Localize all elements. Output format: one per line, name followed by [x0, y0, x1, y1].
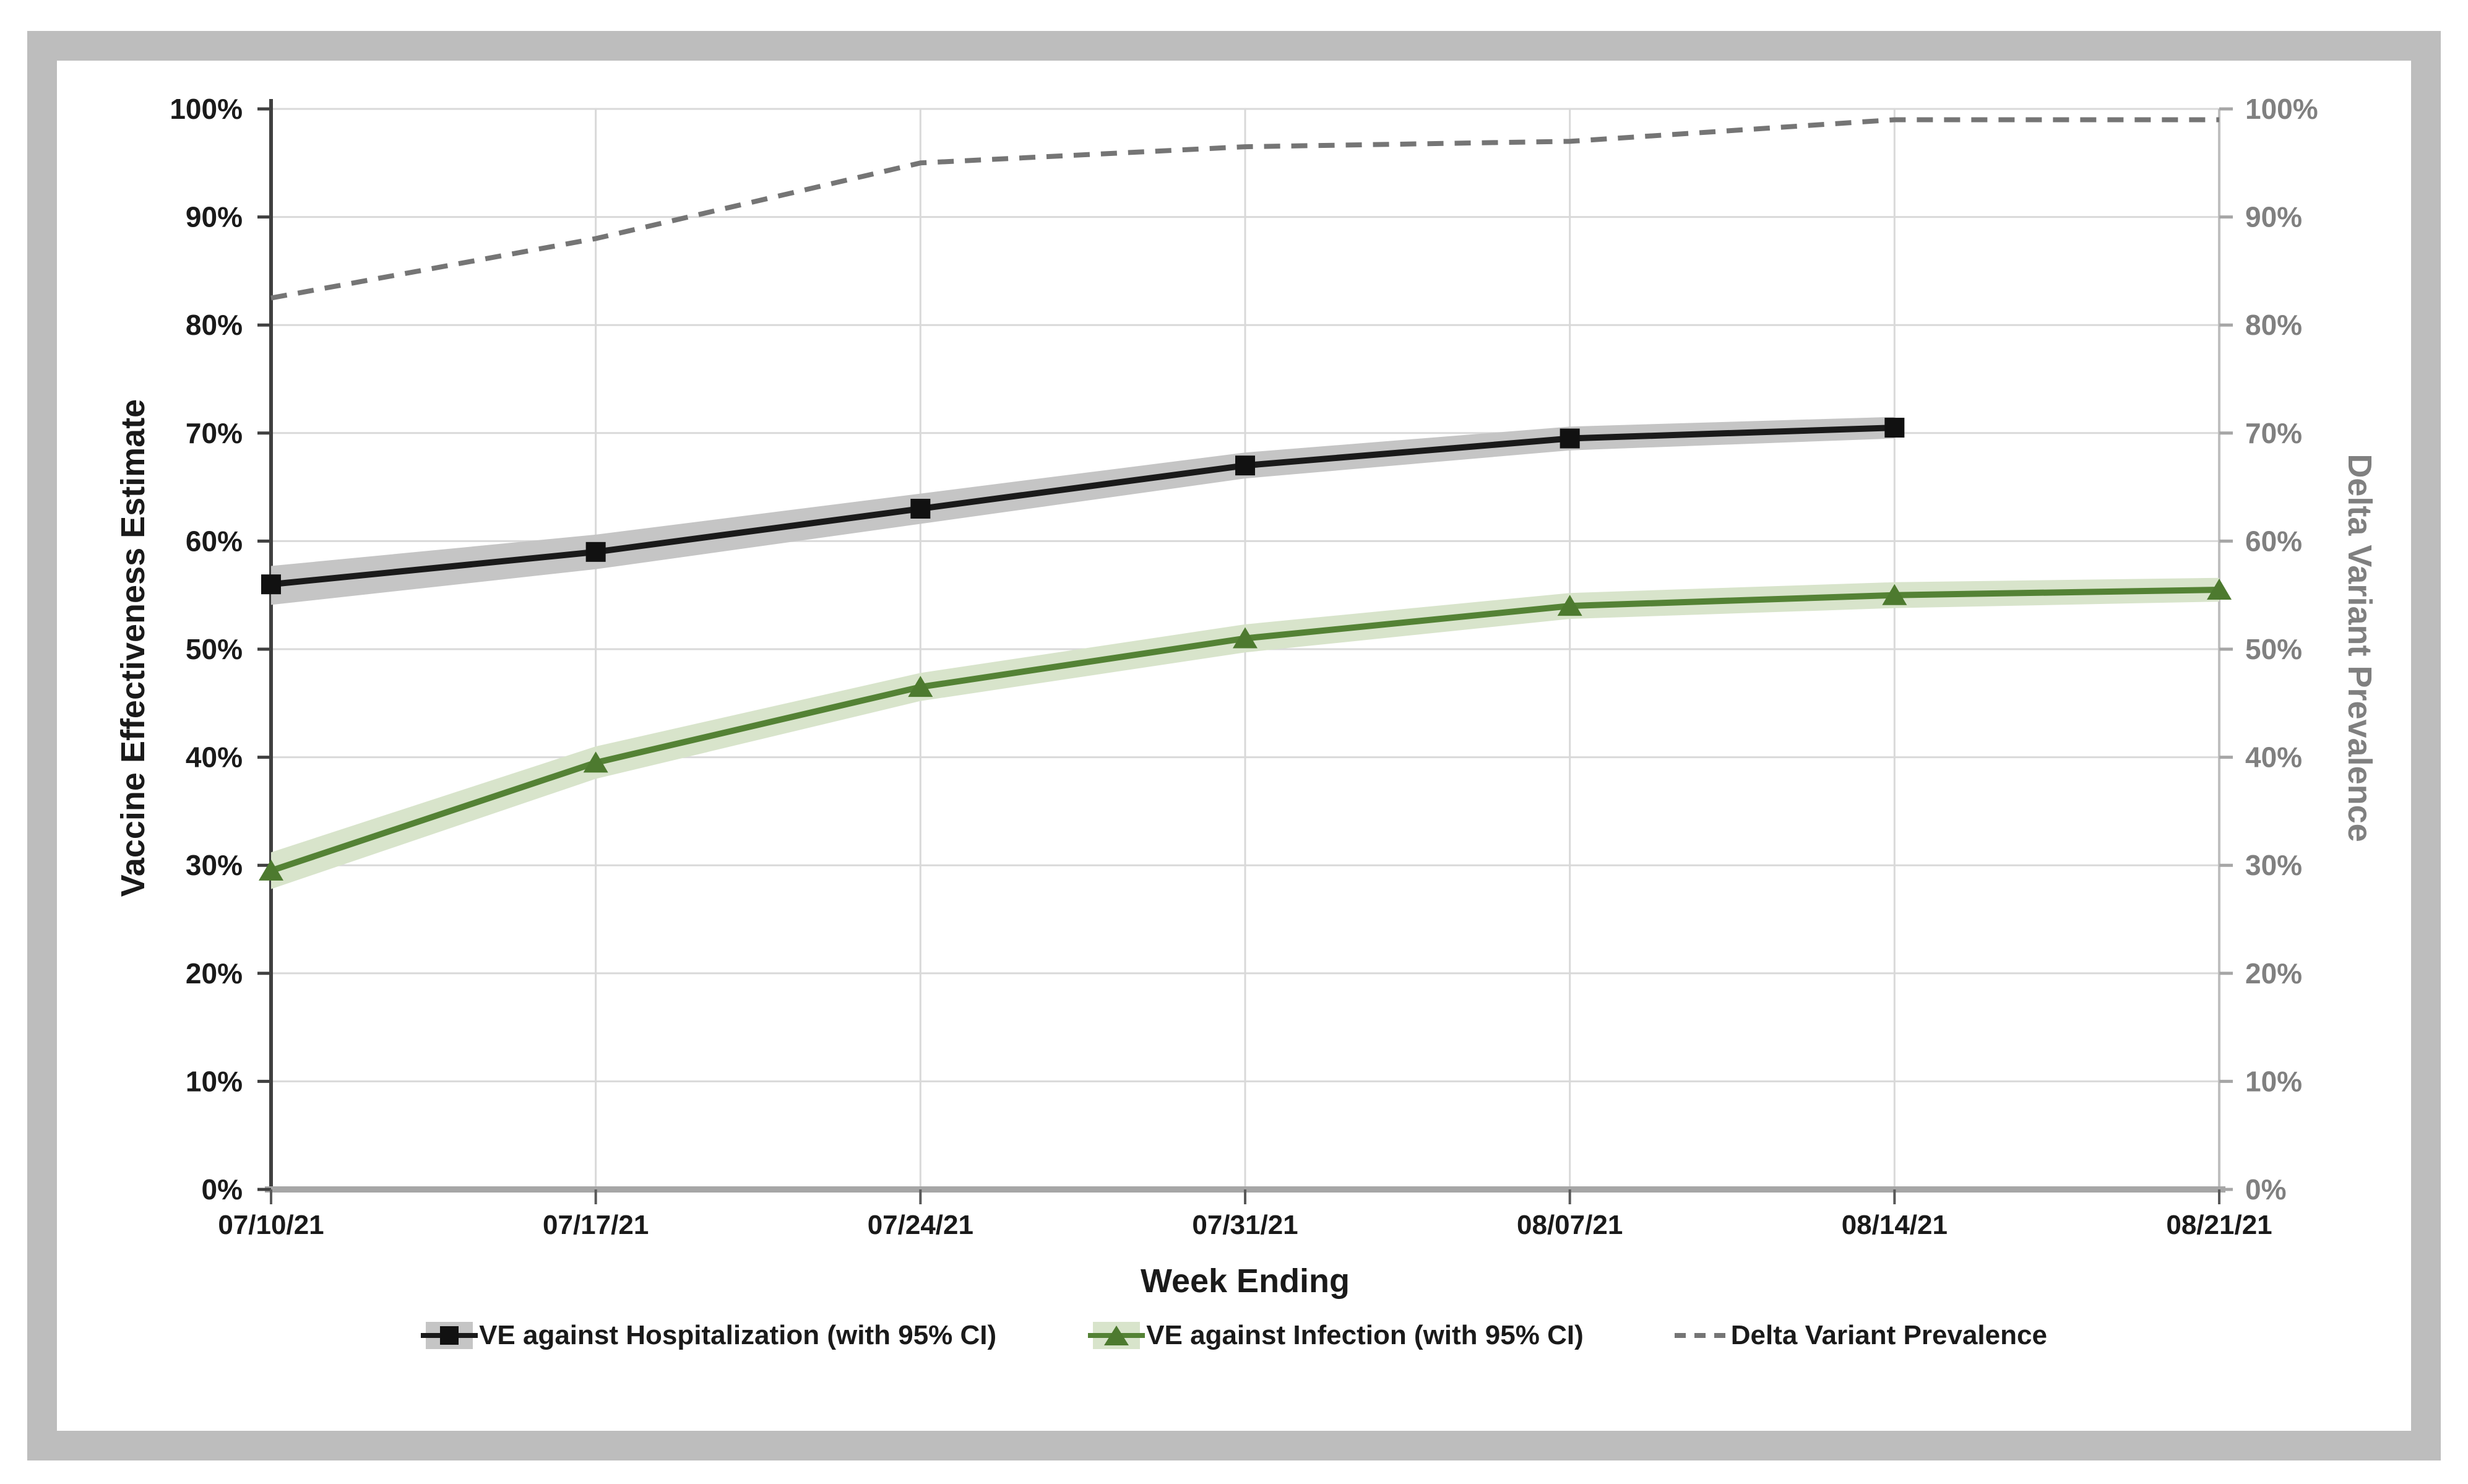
legend-label-infection: VE against Infection (with 95% CI) [1146, 1319, 1584, 1350]
data-point-hospitalization [585, 541, 606, 562]
data-point-hospitalization [1884, 418, 1905, 438]
left-axis-tick-label: 30% [186, 849, 243, 881]
data-point-infection [2207, 578, 2232, 600]
left-axis-tick-label: 10% [186, 1065, 243, 1097]
data-point-hospitalization [261, 574, 281, 595]
x-axis-tick-label: 07/24/21 [868, 1210, 973, 1240]
legend-item-hospitalization: VE against Hospitalization (with 95% CI) [421, 1319, 996, 1352]
legend-label-hospitalization: VE against Hospitalization (with 95% CI) [479, 1319, 997, 1350]
left-axis-title: Vaccine Effectiveness Estimate [114, 399, 152, 897]
right-axis-tick-label: 90% [2245, 201, 2302, 233]
ci-band-hospitalization [271, 416, 1895, 605]
x-axis-tick-label: 08/14/21 [1842, 1210, 1948, 1240]
data-point-infection [259, 859, 283, 881]
left-axis-tick-label: 80% [186, 309, 243, 341]
x-axis-tick-label: 08/21/21 [2166, 1210, 2272, 1240]
triangle-marker-icon [1104, 1326, 1129, 1345]
right-axis-tick-label: 80% [2245, 309, 2302, 341]
legend-marker-hospitalization [421, 1322, 478, 1349]
x-axis-tick-label: 07/10/21 [218, 1210, 324, 1240]
right-axis-title: Delta Variant Prevalence [2341, 454, 2378, 842]
legend-item-infection: VE against Infection (with 95% CI) [1088, 1319, 1584, 1352]
square-marker-icon [440, 1326, 459, 1345]
series-line-delta [270, 117, 2219, 301]
right-axis-tick-label: 50% [2245, 633, 2302, 665]
left-axis-tick-label: 70% [186, 417, 243, 449]
right-axis-tick-label: 30% [2245, 849, 2302, 881]
data-point-infection [583, 751, 608, 773]
left-axis-tick-label: 40% [186, 741, 243, 774]
series-line-hospitalization [270, 425, 1895, 588]
data-point-hospitalization [1560, 428, 1580, 449]
legend: VE against Hospitalization (with 95% CI)… [57, 1319, 2411, 1352]
data-point-infection [1557, 595, 1582, 616]
x-axis-tick-label: 08/07/21 [1517, 1210, 1623, 1240]
left-axis-tick-label: 0% [202, 1173, 243, 1206]
data-point-hospitalization [1235, 455, 1255, 476]
data-point-hospitalization [910, 499, 931, 519]
legend-label-delta: Delta Variant Prevalence [1730, 1319, 2047, 1350]
legend-marker-infection [1088, 1322, 1146, 1349]
left-axis-tick-label: 100% [170, 93, 243, 125]
legend-item-delta: Delta Variant Prevalence [1675, 1319, 2047, 1352]
data-point-infection [1882, 584, 1907, 605]
left-axis-tick-label: 50% [186, 633, 243, 665]
right-axis-tick-label: 10% [2245, 1065, 2302, 1097]
x-axis-tick-label: 07/31/21 [1192, 1210, 1298, 1240]
right-axis-tick-label: 40% [2245, 741, 2302, 774]
right-axis-tick-label: 100% [2245, 93, 2318, 125]
right-axis-tick-label: 20% [2245, 957, 2302, 990]
x-axis-tick-label: 07/17/21 [543, 1210, 649, 1240]
chart-frame-border [27, 31, 2441, 1460]
x-axis-title: Week Ending [1140, 1262, 1350, 1300]
dashed-line-icon [1675, 1333, 1727, 1338]
left-axis-tick-label: 20% [186, 957, 243, 990]
left-axis-tick-label: 90% [186, 201, 243, 233]
right-axis-tick-label: 60% [2245, 525, 2302, 557]
data-point-infection [908, 676, 933, 697]
right-axis-tick-label: 70% [2245, 417, 2302, 449]
left-axis-tick-label: 60% [186, 525, 243, 557]
data-point-infection [1233, 627, 1258, 649]
right-axis-tick-label: 0% [2245, 1173, 2286, 1206]
